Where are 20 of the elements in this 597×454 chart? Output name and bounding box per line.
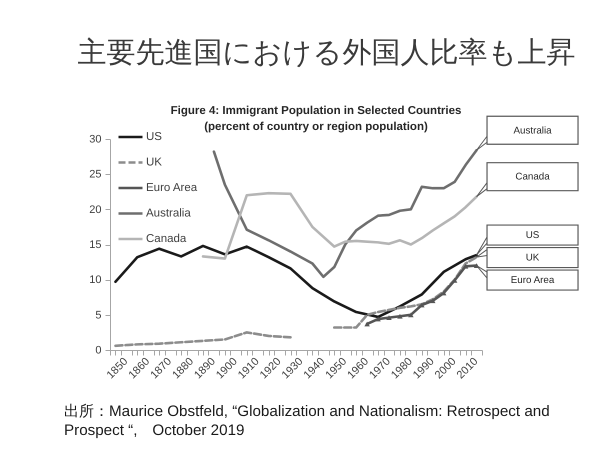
legend-label: UK	[146, 156, 162, 168]
chart-subtitle: Figure 4: Immigrant Population in Selected Countries (percent of country or region population)	[170, 105, 462, 133]
text: 出所：Maurice Obstfeld, “Globalization and Nationalism: Retrospect and Prospect “, October 2019	[64, 403, 550, 439]
text: Euro Area	[510, 275, 554, 286]
y-tick-label: 15	[89, 239, 102, 251]
text: US	[526, 230, 540, 242]
legend-label: Canada	[146, 233, 187, 245]
y-tick-label: 10	[89, 274, 102, 286]
y-tick-label: 5	[95, 309, 102, 322]
legend-label: Australia	[146, 208, 192, 220]
text: Canada	[515, 172, 550, 183]
text: Australia	[513, 125, 552, 136]
chart-title: 主要先進国における外国人比率も上昇	[78, 35, 576, 69]
y-tick-label: 20	[89, 204, 102, 216]
y-tick-label: 0	[95, 344, 102, 356]
legend-label: Euro Area	[146, 182, 198, 194]
y-tick-label: 25	[89, 168, 102, 181]
legend-label: US	[146, 131, 162, 143]
y-tick-label: 30	[89, 134, 102, 146]
text: UK	[526, 252, 540, 264]
